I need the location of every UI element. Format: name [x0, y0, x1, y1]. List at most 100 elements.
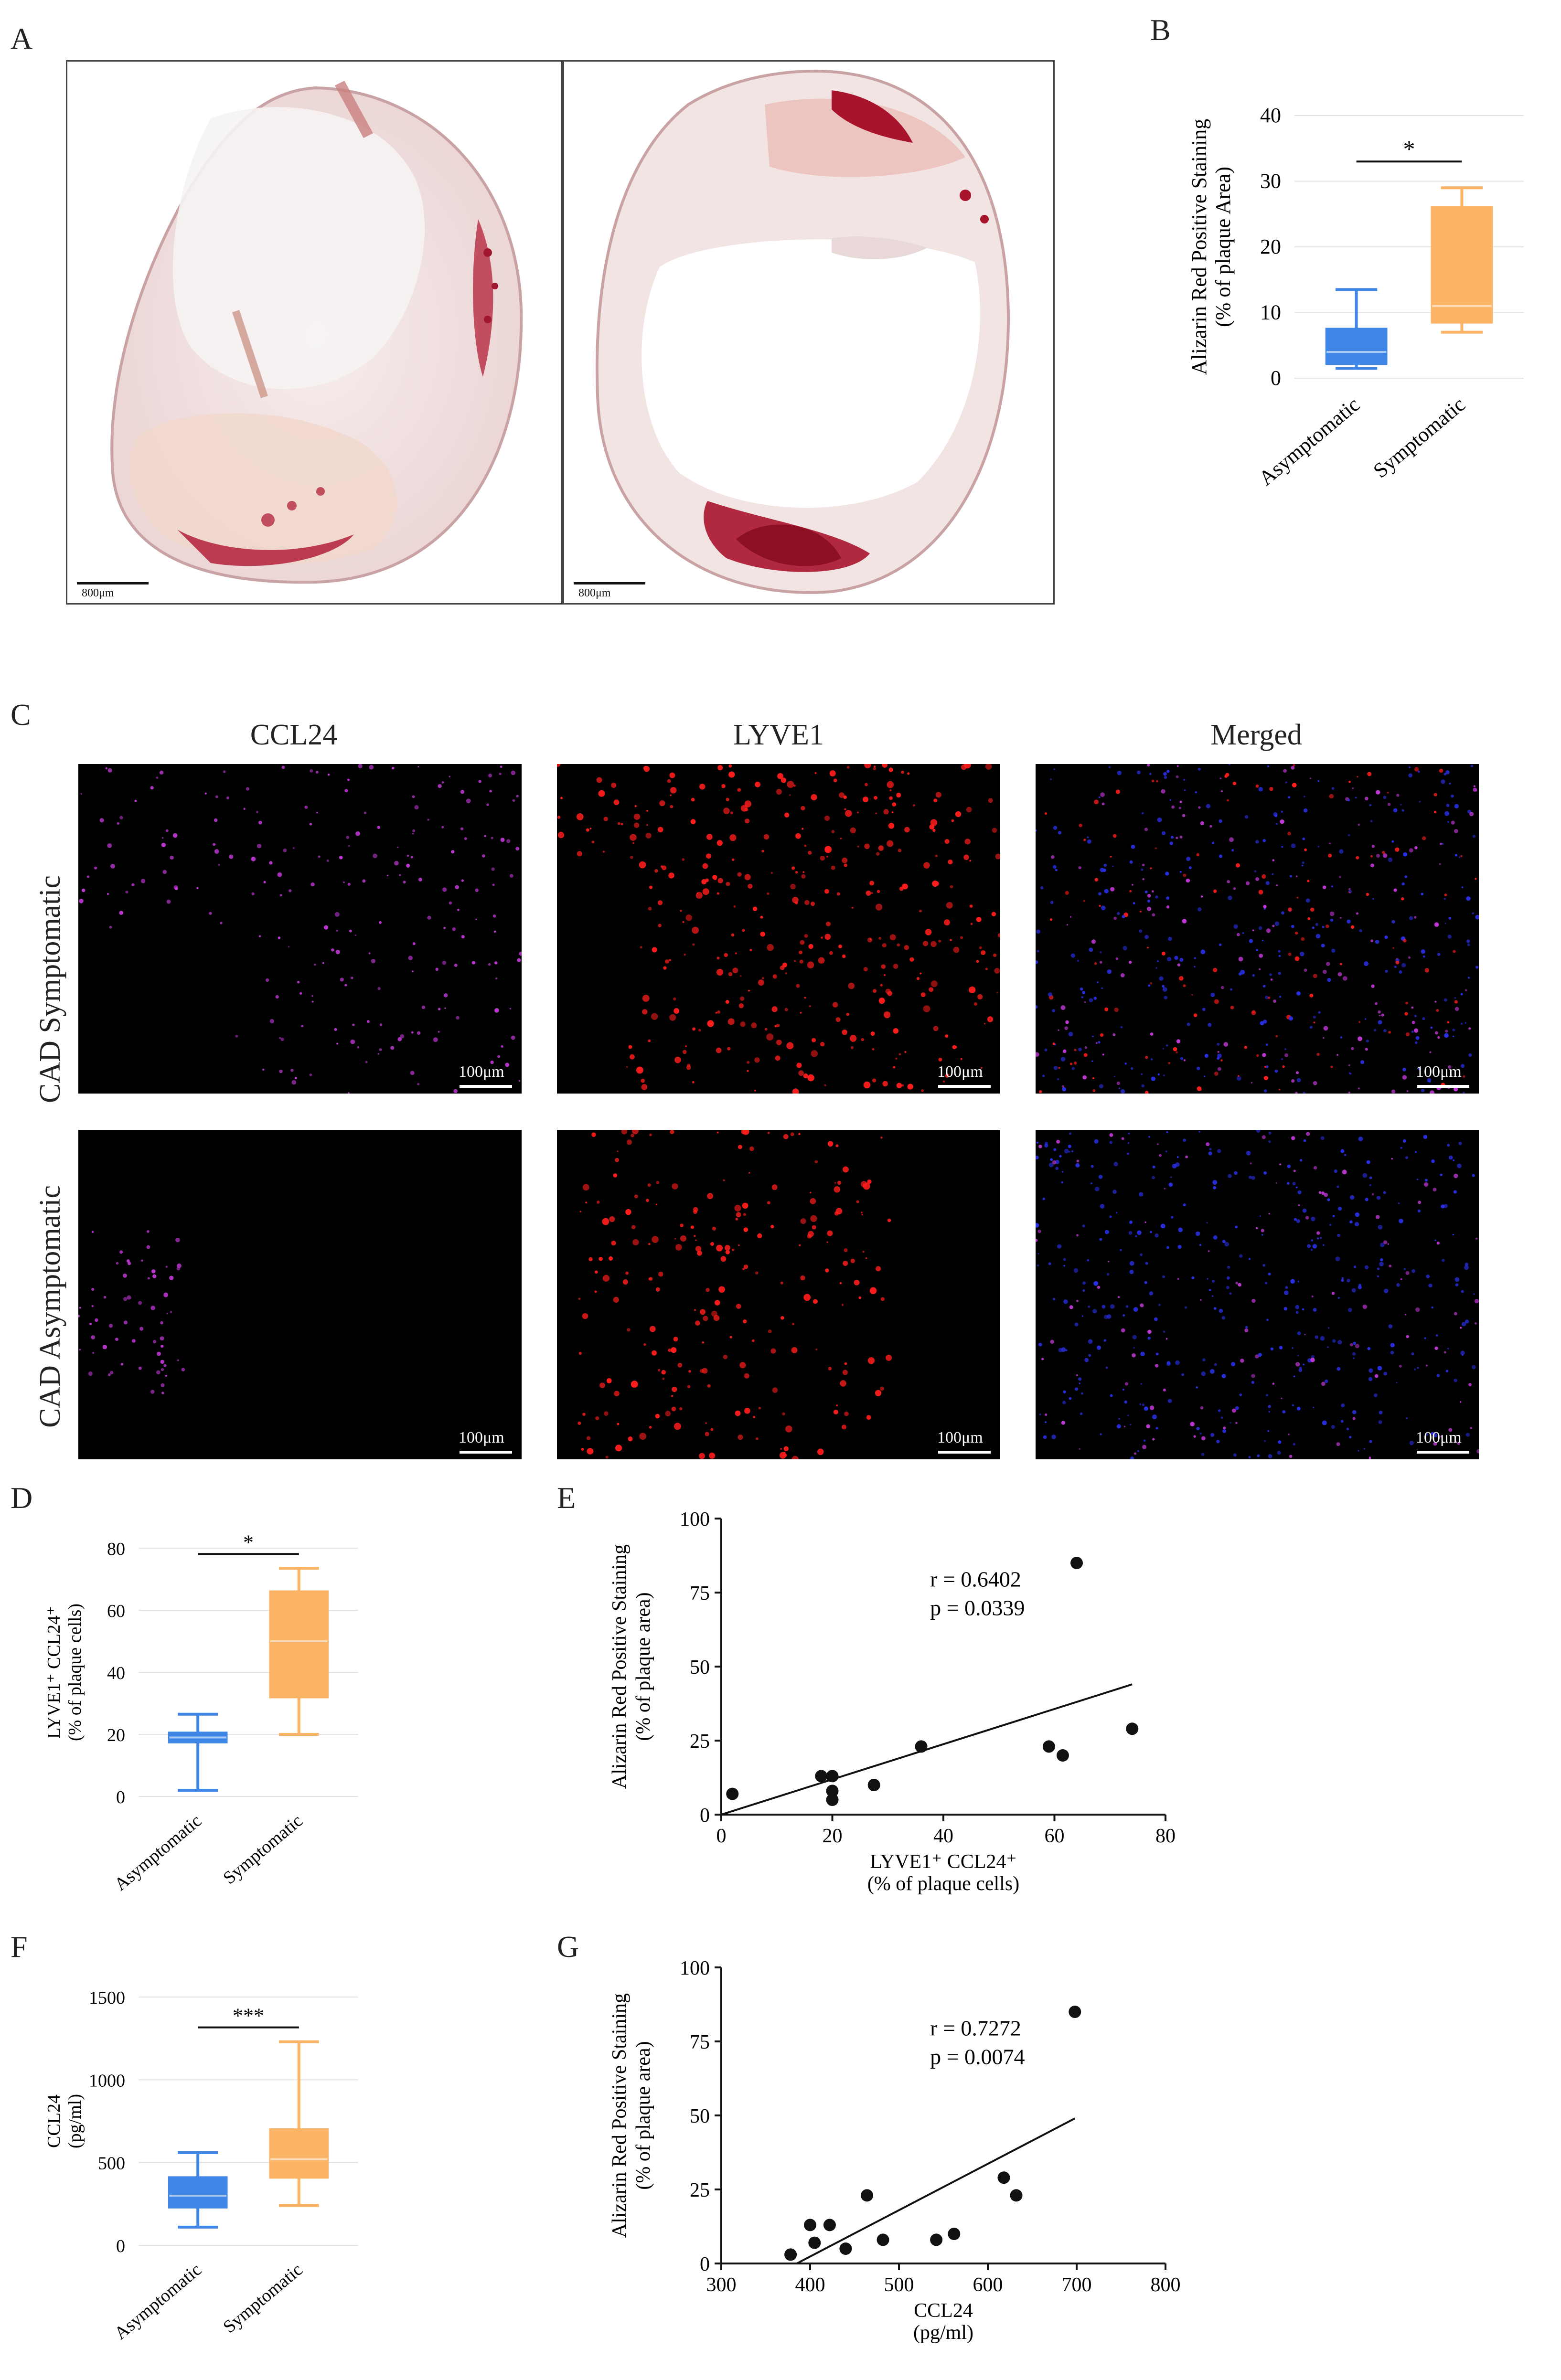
- fluorescence-speck: [1059, 1155, 1062, 1158]
- chart-b-ytick-label: 0: [1271, 366, 1281, 390]
- fluorescence-speck: [379, 921, 382, 924]
- fluorescence-speck: [1446, 804, 1450, 807]
- fluorescence-speck: [1244, 1328, 1249, 1333]
- fluorescence-speck: [760, 915, 763, 919]
- fluorescence-speck: [783, 1134, 789, 1139]
- fluorescence-speck: [1132, 884, 1133, 886]
- fluorescence-speck: [1264, 1065, 1267, 1068]
- fluorescence-speck: [1323, 969, 1327, 974]
- fluorescence-speck: [772, 1387, 778, 1393]
- fluorescence-speck: [1324, 1192, 1328, 1197]
- fluorescence-speck: [1166, 956, 1172, 962]
- fluorescence-speck: [776, 1040, 782, 1045]
- fluorescence-speck: [841, 1304, 844, 1306]
- fluorescence-speck: [1213, 1307, 1217, 1310]
- fluorescence-speck: [1231, 1362, 1236, 1367]
- fluorescence-speck: [1157, 960, 1159, 962]
- fluor-sym-merged: [1036, 764, 1479, 1094]
- fluorescence-speck: [1061, 1181, 1063, 1184]
- fluorescence-speck: [1083, 1053, 1088, 1057]
- fluorescence-speck: [836, 892, 840, 896]
- fluorescence-speck: [1076, 1234, 1079, 1237]
- fluorescence-speck: [648, 1243, 651, 1245]
- fluorescence-speck: [904, 1051, 907, 1053]
- fluorescence-speck: [1293, 1169, 1296, 1172]
- fluorescence-speck: [820, 855, 825, 861]
- fluorescence-speck: [1194, 966, 1196, 968]
- fluorescence-speck: [783, 1446, 789, 1451]
- fluorescence-speck: [159, 770, 164, 775]
- fluorescence-speck: [1063, 1390, 1066, 1393]
- fluorescence-speck: [800, 1275, 805, 1281]
- fluorescence-speck: [1300, 951, 1304, 956]
- fluorescence-speck: [1340, 1149, 1345, 1153]
- fluorescence-speck: [1434, 1000, 1437, 1003]
- fluorescence-speck: [117, 822, 119, 825]
- fluorescence-speck: [670, 1130, 674, 1135]
- fluorescence-speck: [1349, 1435, 1352, 1439]
- fluorescence-speck: [1097, 1286, 1101, 1289]
- fluorescence-speck: [460, 790, 465, 794]
- fluorescence-speck: [326, 859, 329, 862]
- fluorescence-speck: [1132, 1353, 1136, 1358]
- chart-g-xtick-label: 700: [1062, 2274, 1092, 2296]
- fluorescence-speck: [1175, 1360, 1180, 1365]
- fluorescence-speck: [639, 861, 646, 869]
- fluorescence-speck: [1093, 997, 1097, 1000]
- fluorescence-speck: [808, 850, 812, 855]
- fluorescence-speck: [1144, 1439, 1146, 1442]
- fluorescence-speck: [784, 812, 790, 818]
- fluorescence-speck: [864, 764, 871, 768]
- fluorescence-speck: [1170, 1176, 1172, 1178]
- fluorescence-speck: [1082, 1075, 1087, 1080]
- fluorescence-speck: [603, 817, 608, 821]
- fluorescence-speck: [1262, 874, 1266, 879]
- fluorescence-speck: [343, 881, 345, 883]
- fluorescence-speck: [1118, 1418, 1120, 1420]
- fluorescence-speck: [831, 830, 835, 833]
- fluorescence-speck: [1246, 1151, 1251, 1156]
- fluorescence-speck: [801, 874, 806, 879]
- fluorescence-speck: [177, 1263, 182, 1268]
- fluorescence-speck: [123, 1273, 127, 1278]
- fluorescence-speck: [1273, 999, 1277, 1003]
- fluorescence-speck: [888, 767, 893, 772]
- column-header-lyve1: LYVE1: [733, 719, 824, 751]
- scale-label-sym-merged: 100μm: [1416, 1063, 1462, 1081]
- fluorescence-speck: [776, 789, 782, 795]
- fluorescence-speck: [519, 951, 522, 956]
- chart-d-significance-label: *: [243, 1530, 254, 1554]
- fluorescence-speck: [1166, 905, 1170, 909]
- fluorescence-speck: [1311, 1295, 1314, 1297]
- fluorescence-speck: [1137, 1450, 1139, 1452]
- fluorescence-speck: [1301, 937, 1305, 941]
- fluorescence-speck: [909, 957, 914, 962]
- fluorescence-speck: [680, 1223, 684, 1227]
- fluorescence-speck: [808, 944, 813, 949]
- fluorescence-speck: [1331, 885, 1333, 888]
- fluorescence-speck: [1133, 902, 1135, 904]
- fluorescence-speck: [736, 1212, 741, 1218]
- fluorescence-speck: [482, 854, 485, 858]
- fluorescence-speck: [1183, 779, 1185, 781]
- fluorescence-speck: [1371, 1193, 1374, 1196]
- fluorescence-speck: [869, 881, 875, 886]
- fluorescence-speck: [1281, 846, 1283, 848]
- fluorescence-speck: [1443, 898, 1446, 900]
- fluorescence-speck: [1347, 799, 1350, 801]
- fluorescence-speck: [1219, 943, 1222, 946]
- fluorescence-speck: [1082, 1224, 1085, 1228]
- fluorescence-speck: [1284, 1053, 1289, 1057]
- fluorescence-speck: [1312, 1244, 1317, 1249]
- fluorescence-speck: [1082, 1289, 1085, 1292]
- fluorescence-speck: [162, 870, 167, 874]
- chart-e-xtick-label: 0: [716, 1825, 727, 1847]
- fluorescence-speck: [351, 977, 353, 979]
- fluorescence-speck: [1129, 1220, 1133, 1224]
- fluorescence-speck: [1112, 1190, 1117, 1194]
- fluorescence-speck: [670, 794, 672, 797]
- fluorescence-speck: [1419, 801, 1421, 803]
- fluorescence-speck: [1475, 1237, 1478, 1240]
- fluorescence-speck: [594, 1290, 597, 1293]
